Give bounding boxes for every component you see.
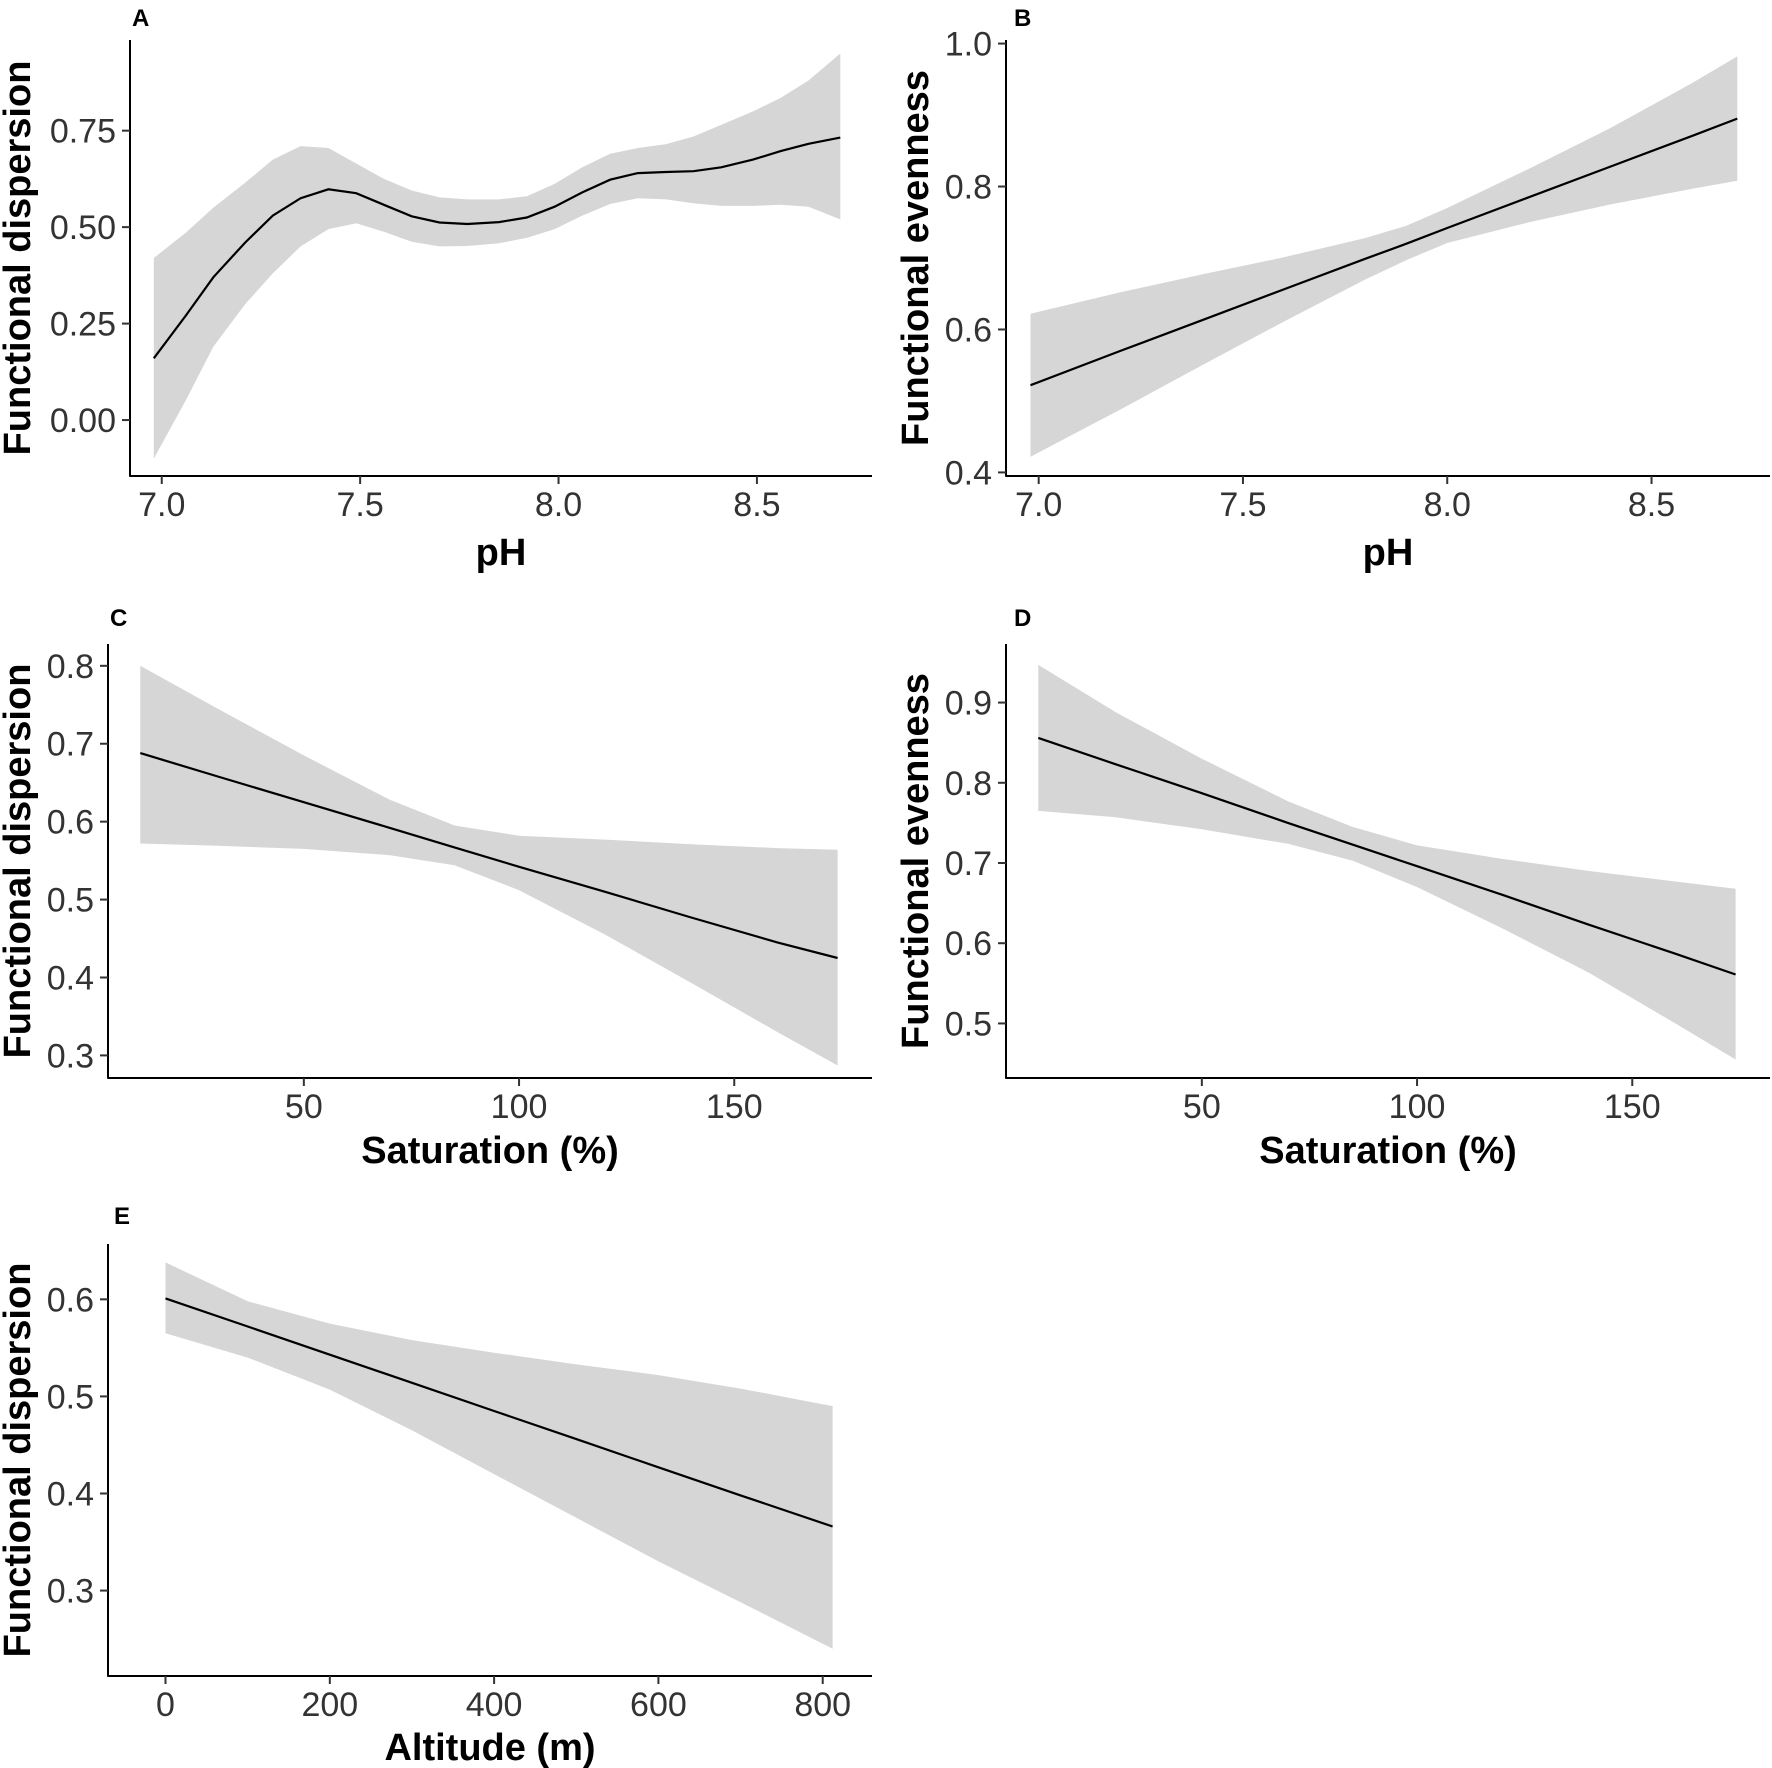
x-tick-label: 100	[1389, 1088, 1446, 1126]
x-tick-label: 7.5	[1219, 486, 1266, 524]
panel-d: 50 100 150 0.5 0.6 0.7 0.8 0.9 Saturation (%) Fun…	[895, 605, 1770, 1172]
y-axis-title: Functional dispersion	[0, 1263, 39, 1658]
y-tick-label: 0.25	[50, 306, 116, 344]
confidence-band	[1038, 664, 1736, 1060]
confidence-band	[165, 1262, 833, 1649]
x-tick-label: 200	[301, 1686, 358, 1724]
y-tick-label: 0.6	[47, 804, 94, 842]
x-axis-title: pH	[476, 532, 527, 574]
x-tick-label: 8.5	[733, 486, 780, 524]
y-tick-label: 0.75	[50, 113, 116, 151]
y-tick-label: 0.8	[945, 765, 992, 803]
panel-c: 50 100 150 0.3 0.4 0.5 0.6 0.7 0.8 Saturation (%)…	[0, 605, 872, 1172]
x-tick-label: 8.0	[1424, 486, 1471, 524]
fit-line	[152, 136, 841, 359]
x-tick-label: 8.0	[535, 486, 582, 524]
y-tick-label: 0.6	[47, 1281, 94, 1319]
y-tick-label: 0.8	[945, 169, 992, 207]
fit-line	[1037, 736, 1736, 976]
x-axis-title: Saturation (%)	[361, 1130, 619, 1172]
x-tick-label: 7.0	[138, 486, 185, 524]
y-tick-label: 0.4	[47, 959, 94, 997]
panel-e: 0 200 400 600 800 0.3 0.4 0.5 0.6 Altitude (m) Fun…	[0, 1203, 872, 1768]
y-axis-title: Functional evenness	[895, 673, 937, 1049]
x-tick-label: 7.5	[337, 486, 384, 524]
confidence-band	[140, 665, 838, 1066]
panel-b: 7.0 7.5 8.0 8.5 0.4 0.6 0.8 1.0 pH Functional eve…	[895, 5, 1770, 574]
x-tick-label: 8.5	[1628, 486, 1675, 524]
y-tick-label: 0.00	[50, 402, 116, 440]
y-tick-label: 0.4	[945, 454, 992, 492]
y-tick-label: 0.6	[945, 925, 992, 963]
y-tick-label: 1.0	[945, 26, 992, 64]
y-tick-label: 0.3	[47, 1573, 94, 1611]
x-tick-label: 0	[156, 1686, 175, 1724]
fit-line	[139, 752, 838, 960]
y-tick-label: 0.3	[47, 1037, 94, 1075]
y-tick-label: 0.5	[47, 1378, 94, 1416]
y-axis-title: Functional dispersion	[0, 61, 39, 456]
y-tick-label: 0.4	[47, 1475, 94, 1513]
panel-label: A	[132, 5, 149, 32]
y-tick-label: 0.8	[47, 648, 94, 686]
fit-line	[165, 1297, 833, 1528]
y-axis-title: Functional dispersion	[0, 664, 39, 1059]
y-axis-title: Functional evenness	[895, 70, 937, 446]
x-tick-label: 600	[630, 1686, 687, 1724]
x-tick-label: 150	[1604, 1088, 1661, 1126]
x-tick-label: 50	[1183, 1088, 1221, 1126]
y-tick-label: 0.9	[945, 685, 992, 723]
x-axis-title: pH	[1363, 532, 1414, 574]
panel-label: E	[114, 1203, 130, 1230]
x-tick-label: 400	[466, 1686, 523, 1724]
y-tick-label: 0.7	[47, 726, 94, 764]
y-tick-label: 0.6	[945, 311, 992, 349]
x-tick-label: 7.0	[1015, 486, 1062, 524]
y-tick-label: 0.50	[50, 209, 116, 247]
x-axis-title: Altitude (m)	[384, 1727, 595, 1768]
x-tick-label: 100	[491, 1088, 548, 1126]
x-tick-label: 800	[794, 1686, 851, 1724]
fit-line	[1030, 117, 1738, 387]
x-tick-label: 150	[706, 1088, 763, 1126]
y-tick-label: 0.5	[945, 1005, 992, 1043]
panel-label: B	[1014, 5, 1031, 32]
x-tick-label: 50	[285, 1088, 323, 1126]
panel-label: D	[1014, 605, 1031, 632]
panel-label: C	[110, 605, 127, 632]
y-tick-label: 0.5	[47, 882, 94, 920]
confidence-band	[1030, 56, 1738, 457]
y-tick-label: 0.7	[945, 845, 992, 883]
panel-a: 7.0 7.5 8.0 8.5 0.00 0.25 0.50 0.75 pH Functional…	[0, 5, 872, 574]
confidence-band	[153, 53, 841, 459]
x-axis-title: Saturation (%)	[1259, 1130, 1517, 1172]
